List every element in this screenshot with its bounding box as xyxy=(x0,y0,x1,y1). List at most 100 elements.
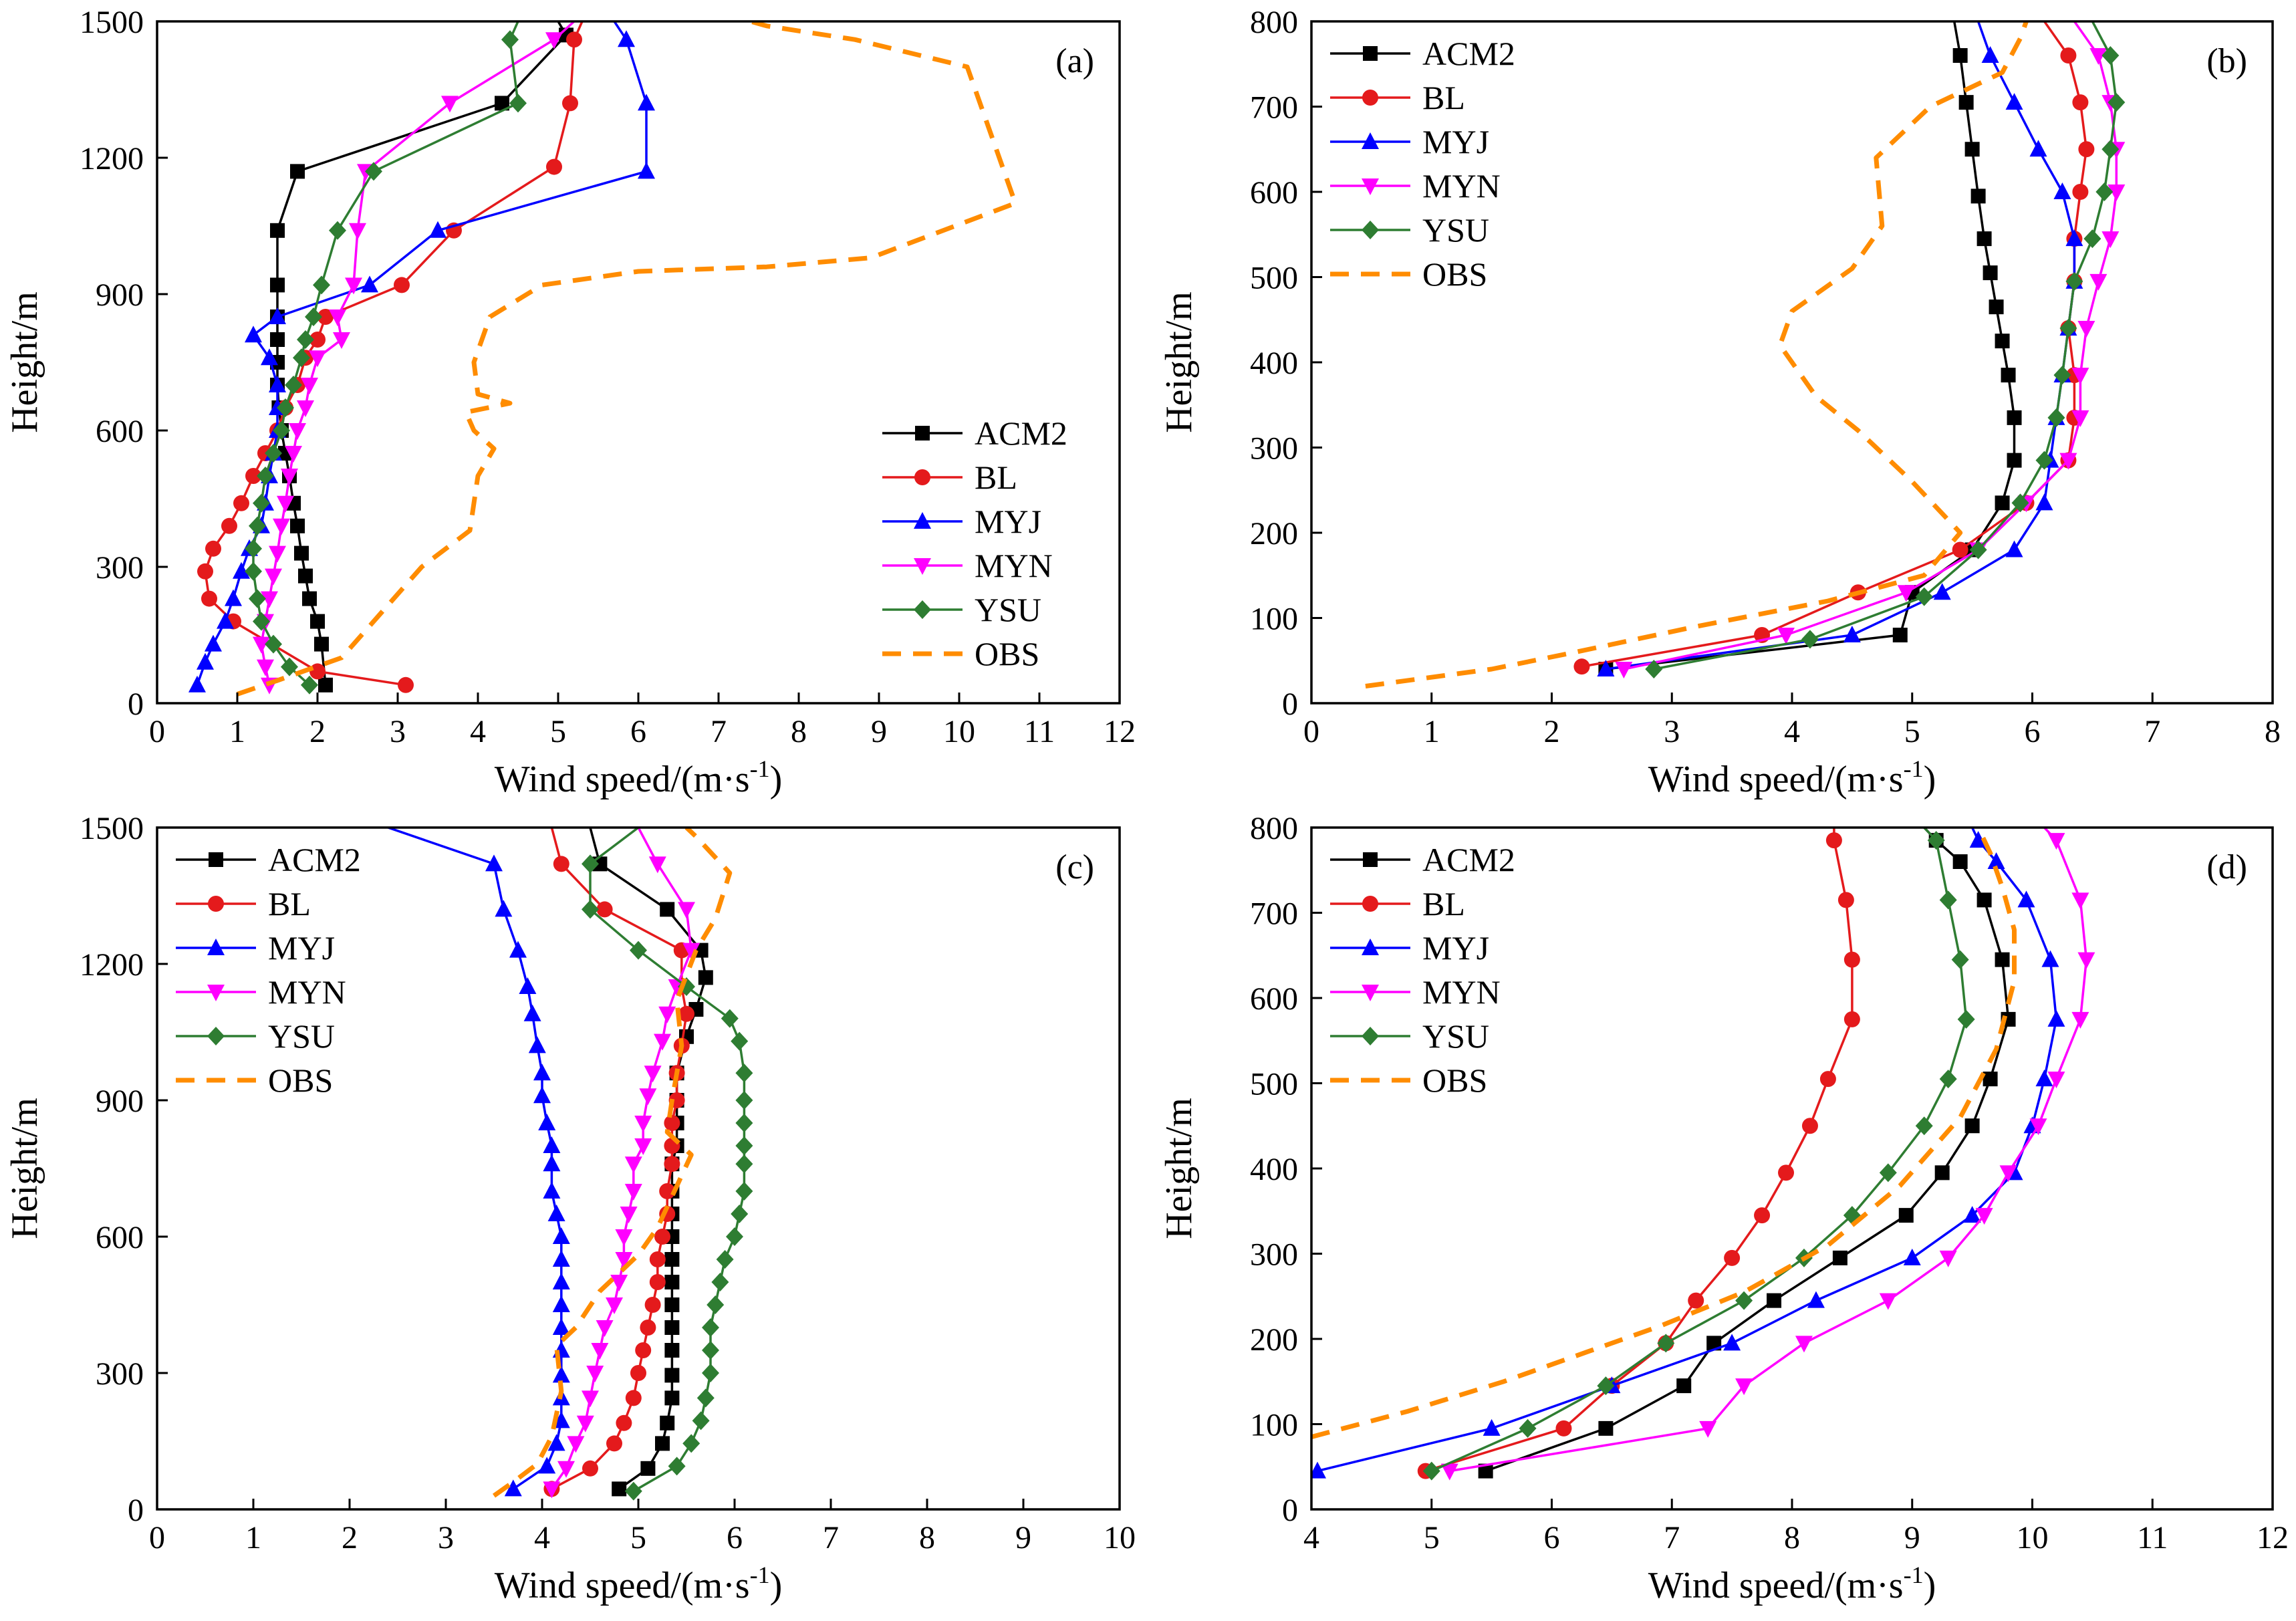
data-point-bl xyxy=(1754,1207,1771,1224)
data-point-bl xyxy=(596,901,613,918)
legend-marker-myn xyxy=(914,558,931,575)
data-point-ysu xyxy=(735,1154,753,1174)
data-point-acm2 xyxy=(1898,1208,1914,1223)
data-point-acm2 xyxy=(1598,1420,1614,1436)
data-point-ysu xyxy=(1957,1009,1975,1029)
data-point-myj xyxy=(1933,583,1951,600)
data-point-acm2 xyxy=(1767,1293,1782,1308)
data-point-ysu xyxy=(257,467,274,485)
data-point-myn xyxy=(1939,1250,1957,1267)
y-tick-label: 1200 xyxy=(80,141,144,176)
x-tick-label: 12 xyxy=(2257,1520,2289,1555)
panel-c: 0 1 2 3 4 5 6 7 8 9 10 0 300 600 900 1200 1500 Wind speed… xyxy=(4,811,1136,1606)
data-point-acm2 xyxy=(1995,495,2010,511)
data-point-ysu xyxy=(265,444,282,463)
y-tick-label: 1500 xyxy=(80,811,144,846)
y-tick-label: 600 xyxy=(1250,175,1298,211)
y-tick-label: 1500 xyxy=(80,5,144,40)
data-point-myn xyxy=(586,1366,604,1382)
x-tick-label: 5 xyxy=(1424,1520,1440,1555)
data-point-acm2 xyxy=(1970,189,1986,204)
data-point-myn xyxy=(1735,1378,1753,1396)
data-point-ysu xyxy=(735,1091,753,1110)
data-point-acm2 xyxy=(1976,231,1992,247)
data-point-ysu xyxy=(735,1114,753,1132)
data-point-ysu xyxy=(702,1318,719,1337)
data-point-ysu xyxy=(735,1136,753,1155)
x-tick-label: 6 xyxy=(1544,1520,1560,1555)
y-tick-label: 800 xyxy=(1250,5,1298,40)
y-tick-label: 0 xyxy=(128,1493,144,1528)
data-point-myn xyxy=(644,1066,662,1083)
data-point-ysu xyxy=(630,941,647,960)
data-point-ysu xyxy=(731,1031,749,1051)
data-point-acm2 xyxy=(1983,1072,1998,1087)
data-point-bl xyxy=(1801,1118,1818,1134)
data-point-myn xyxy=(634,1116,652,1132)
data-point-myn xyxy=(615,1229,633,1246)
data-point-acm2 xyxy=(664,1343,680,1358)
x-tick-label: 0 xyxy=(1303,714,1319,749)
data-point-bl xyxy=(562,95,578,112)
y-tick-label: 300 xyxy=(1250,1237,1298,1273)
y-tick-label: 400 xyxy=(1250,346,1298,381)
series-group xyxy=(1365,21,2126,689)
data-point-bl xyxy=(2072,94,2089,111)
data-point-ysu xyxy=(249,589,266,608)
data-point-myj xyxy=(1963,1206,1981,1223)
data-point-myj xyxy=(2035,493,2053,511)
data-point-ysu xyxy=(1927,831,1945,850)
x-tick-label: 1 xyxy=(229,714,245,749)
data-point-ysu xyxy=(702,1364,719,1382)
data-point-ysu xyxy=(297,330,314,349)
panel-label: (b) xyxy=(2206,42,2247,80)
data-point-bl xyxy=(1843,1011,1860,1027)
data-point-myn xyxy=(610,1275,628,1291)
legend-label-acm2: ACM2 xyxy=(268,841,361,878)
data-point-ysu xyxy=(1879,1163,1897,1182)
data-point-ysu xyxy=(2108,93,2126,112)
data-point-bl xyxy=(1778,1164,1795,1181)
legend-label-bl: BL xyxy=(1422,885,1465,922)
data-point-myn xyxy=(591,1343,609,1360)
data-point-myj xyxy=(519,977,537,994)
data-point-myn xyxy=(273,518,290,535)
series-line-bl xyxy=(1581,21,2088,668)
data-point-ysu xyxy=(1939,890,1957,910)
x-tick-label: 8 xyxy=(1784,1520,1800,1555)
data-point-myj xyxy=(485,854,503,872)
x-axis-title: Wind speed/(m·s-1) xyxy=(1648,1562,1936,1606)
series-line-obs xyxy=(1365,21,2029,689)
data-point-bl xyxy=(566,31,582,48)
panel-label: (a) xyxy=(1055,42,1094,80)
data-point-ysu xyxy=(1969,540,1987,559)
data-point-myn xyxy=(1795,1336,1813,1353)
legend-label-bl: BL xyxy=(975,459,1017,496)
x-tick-label: 11 xyxy=(2137,1520,2168,1555)
data-point-ysu xyxy=(1597,1376,1615,1396)
y-tick-label: 0 xyxy=(128,687,144,722)
data-point-bl xyxy=(644,1297,661,1313)
data-point-myj xyxy=(2035,1070,2053,1087)
data-point-myj xyxy=(429,221,447,238)
data-point-myj xyxy=(2047,1009,2065,1027)
x-axis-title: Wind speed/(m·s-1) xyxy=(495,1562,783,1606)
data-point-myn xyxy=(658,1006,676,1023)
data-point-myj xyxy=(1987,852,2005,869)
data-point-acm2 xyxy=(1964,1118,1980,1134)
data-point-acm2 xyxy=(314,636,329,652)
data-point-ysu xyxy=(2101,46,2120,65)
data-point-myj xyxy=(543,1136,561,1153)
data-point-ysu xyxy=(1915,587,1933,606)
data-point-myn xyxy=(333,332,350,349)
y-tick-label: 600 xyxy=(96,414,144,449)
data-point-myj xyxy=(552,1295,570,1312)
legend-marker-myn xyxy=(207,985,225,1001)
data-point-acm2 xyxy=(270,332,285,347)
data-point-ysu xyxy=(2053,366,2071,385)
data-point-myj xyxy=(528,1036,546,1053)
data-point-bl xyxy=(245,468,261,484)
legend-marker-myj xyxy=(207,939,225,955)
data-point-bl xyxy=(582,1460,598,1477)
